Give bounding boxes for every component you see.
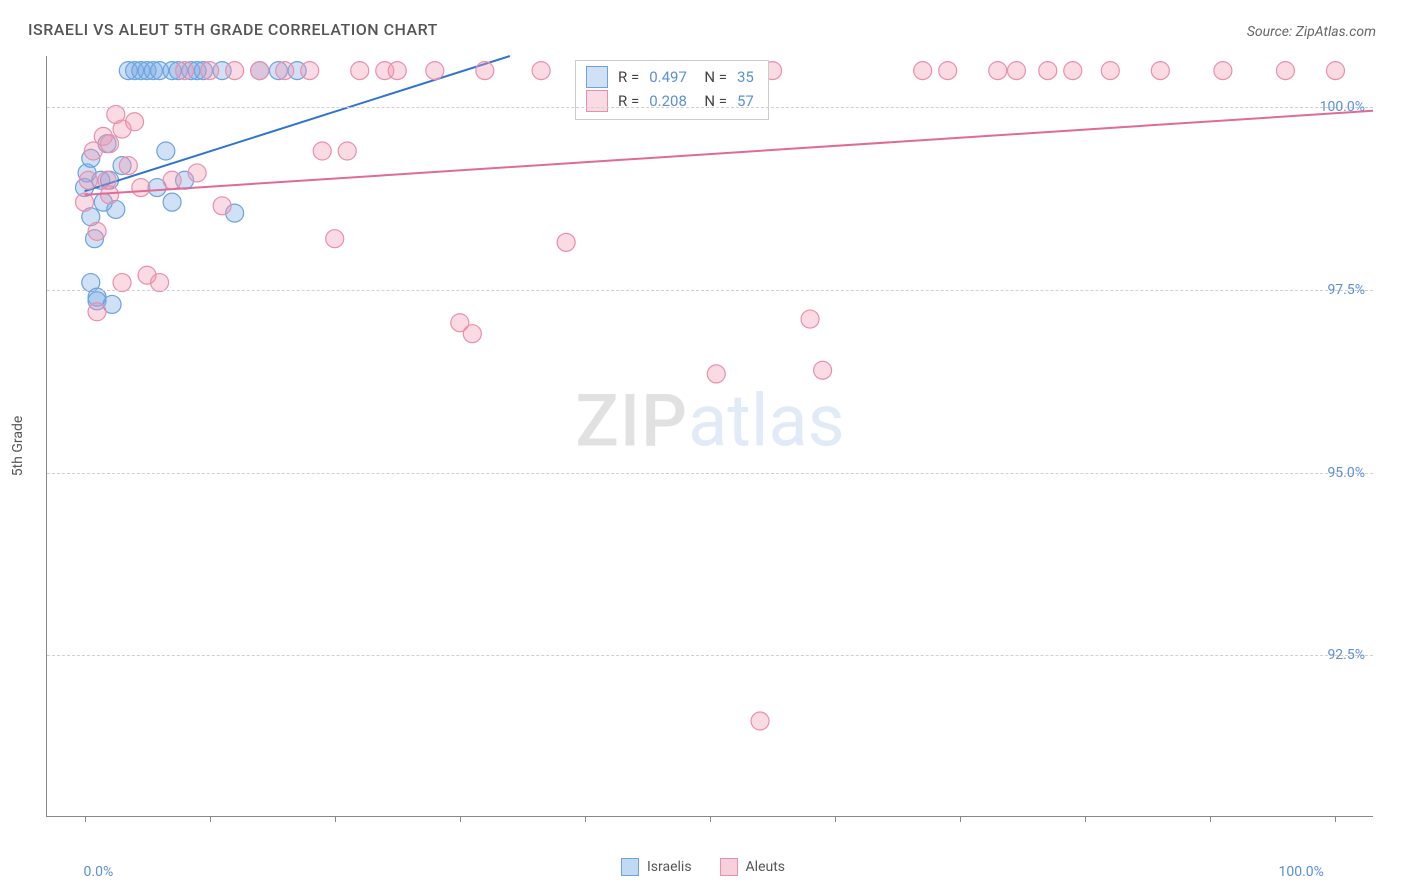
data-point <box>79 171 97 189</box>
data-point <box>163 171 181 189</box>
data-point <box>801 310 819 328</box>
x-axis-label-min: 0.0% <box>84 864 114 880</box>
stats-r-label: R = <box>618 89 639 113</box>
data-point <box>989 62 1007 80</box>
gridline <box>47 107 1373 108</box>
data-point <box>476 62 494 80</box>
x-tick <box>960 816 961 822</box>
data-point <box>557 233 575 251</box>
x-tick <box>1335 816 1336 822</box>
data-point <box>532 62 550 80</box>
stats-row: R = 0.208 N = 57 <box>586 89 754 113</box>
chart-title: ISRAELI VS ALEUT 5TH GRADE CORRELATION C… <box>28 20 438 39</box>
data-point <box>132 179 150 197</box>
data-point <box>313 142 331 160</box>
data-point <box>88 222 106 240</box>
legend-swatch <box>720 858 738 876</box>
legend-bottom: Israelis Aleuts <box>621 858 785 876</box>
data-point <box>814 361 832 379</box>
data-point <box>101 186 119 204</box>
y-tick-label: 97.5% <box>1327 282 1365 298</box>
data-point <box>176 62 194 80</box>
data-point <box>1101 62 1119 80</box>
data-point <box>338 142 356 160</box>
data-point <box>1326 62 1344 80</box>
x-tick <box>585 816 586 822</box>
data-point <box>914 62 932 80</box>
data-point <box>157 142 175 160</box>
y-axis-title: 5th Grade <box>10 416 26 477</box>
stats-n-label: N = <box>697 65 727 89</box>
data-point <box>939 62 957 80</box>
stats-r-label: R = <box>618 65 639 89</box>
legend-label: Israelis <box>647 859 692 875</box>
y-tick-label: 95.0% <box>1327 465 1365 481</box>
x-tick <box>710 816 711 822</box>
stats-row: R = 0.497 N = 35 <box>586 65 754 89</box>
gridline <box>47 473 1373 474</box>
data-point <box>388 62 406 80</box>
legend-label: Aleuts <box>746 859 785 875</box>
chart-plot-area: ZIPatlas R =0.497 N =35R =0.208 N =57 92… <box>46 56 1373 817</box>
data-point <box>201 62 219 80</box>
x-tick <box>1085 816 1086 822</box>
data-point <box>1064 62 1082 80</box>
correlation-stats-box: R = 0.497 N = 35 R = 0.208 N = 57 <box>575 60 769 120</box>
x-axis-label-max: 100.0% <box>1278 864 1323 880</box>
data-point <box>1214 62 1232 80</box>
data-point <box>751 712 769 730</box>
data-point <box>301 62 319 80</box>
data-point <box>126 113 144 131</box>
x-tick <box>460 816 461 822</box>
x-tick <box>835 816 836 822</box>
stats-n-value: 57 <box>737 89 754 113</box>
stats-swatch <box>586 66 608 88</box>
data-point <box>226 62 244 80</box>
data-point <box>76 193 94 211</box>
data-point <box>151 274 169 292</box>
data-point <box>188 164 206 182</box>
stats-n-label: N = <box>697 89 727 113</box>
data-point <box>463 325 481 343</box>
data-point <box>1276 62 1294 80</box>
source-label: Source: ZipAtlas.com <box>1247 24 1376 40</box>
legend-item: Aleuts <box>720 858 785 876</box>
x-tick <box>85 816 86 822</box>
legend-swatch <box>621 858 639 876</box>
data-point <box>1039 62 1057 80</box>
data-point <box>1007 62 1025 80</box>
data-point <box>326 230 344 248</box>
data-point <box>213 197 231 215</box>
gridline <box>47 655 1373 656</box>
y-tick-label: 100.0% <box>1320 99 1365 115</box>
data-point <box>88 303 106 321</box>
gridline <box>47 290 1373 291</box>
data-point <box>101 135 119 153</box>
data-point <box>113 274 131 292</box>
stats-r-value: 0.208 <box>649 89 687 113</box>
data-point <box>119 157 137 175</box>
data-point <box>426 62 444 80</box>
stats-n-value: 35 <box>737 65 754 89</box>
y-tick-label: 92.5% <box>1327 647 1365 663</box>
x-tick <box>1210 816 1211 822</box>
scatter-svg <box>47 56 1373 816</box>
data-point <box>1151 62 1169 80</box>
x-tick <box>335 816 336 822</box>
legend-item: Israelis <box>621 858 692 876</box>
data-point <box>251 62 269 80</box>
regression-line <box>85 111 1373 195</box>
data-point <box>163 193 181 211</box>
x-tick <box>210 816 211 822</box>
data-point <box>351 62 369 80</box>
data-point <box>707 365 725 383</box>
stats-swatch <box>586 90 608 112</box>
data-point <box>276 62 294 80</box>
stats-r-value: 0.497 <box>649 65 687 89</box>
